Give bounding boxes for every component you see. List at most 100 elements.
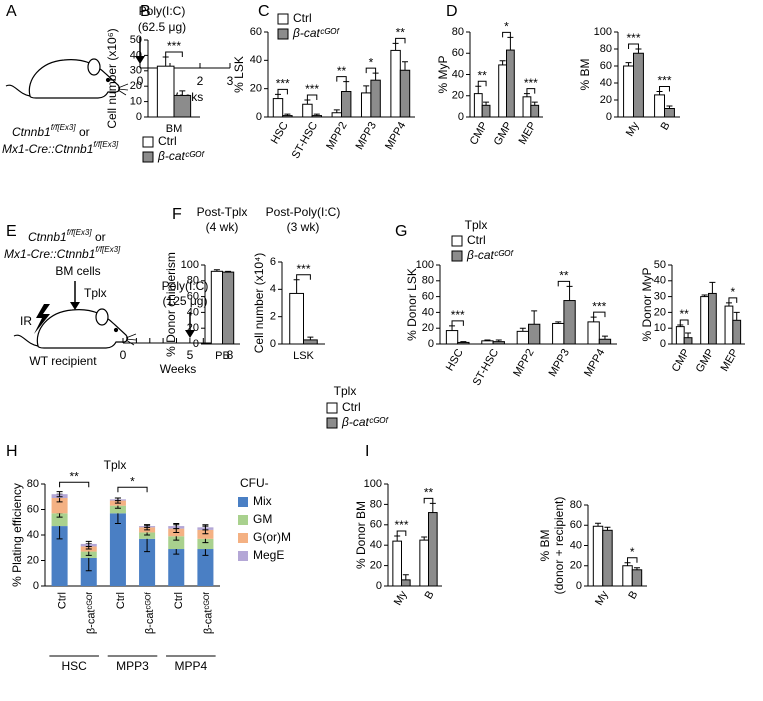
bar xyxy=(522,96,532,118)
bar-segment xyxy=(51,498,68,514)
genotype-base: Ctnnb1 xyxy=(28,230,67,244)
y-tick-label: 100 xyxy=(416,259,434,271)
y-tick-label: 30 xyxy=(130,65,142,77)
legend-swatch xyxy=(277,13,289,25)
significance-bracket xyxy=(679,319,689,326)
bar-segment xyxy=(51,526,68,586)
legend-label: MegE xyxy=(253,548,284,562)
x-tick-label: β-catᶜᴳᴼᶠ xyxy=(202,592,214,635)
y-tick-label: 80 xyxy=(370,498,382,510)
legend-label: Ctrl xyxy=(467,233,486,247)
panel-letter: G xyxy=(395,223,407,240)
bar xyxy=(622,565,633,587)
y-tick-label: 80 xyxy=(422,275,434,287)
y-axis-label: % Plating efficiency xyxy=(10,483,24,587)
bar xyxy=(724,305,734,345)
error-bar xyxy=(701,294,708,297)
x-tick-label: CMP xyxy=(468,120,491,147)
y-tick-label: 20 xyxy=(130,80,142,92)
significance-bracket xyxy=(117,486,148,493)
timeline xyxy=(139,63,231,69)
bar xyxy=(498,64,508,118)
y-tick-label: 6 xyxy=(270,256,276,268)
bar xyxy=(528,323,541,345)
y-tick-label: 20 xyxy=(250,83,262,95)
bar xyxy=(302,103,313,118)
y-axis-label: % Donor LSK xyxy=(405,268,419,341)
y-tick-label: 10 xyxy=(130,96,142,108)
y-tick-label: 0 xyxy=(256,111,262,123)
y-tick-label: 20 xyxy=(570,560,582,572)
significance-bracket xyxy=(165,51,183,57)
error-bar xyxy=(531,101,538,106)
treatment-dose: (62.5 μg) xyxy=(138,20,186,34)
genotype-base: Ctnnb1 xyxy=(12,125,51,139)
error-bar xyxy=(733,311,740,321)
error-bar xyxy=(202,524,209,531)
bar xyxy=(492,341,505,345)
panel-letter: C xyxy=(258,3,270,20)
error-bar xyxy=(519,327,526,332)
y-axis-label: % LSK xyxy=(232,56,246,93)
timeline-label: 2 xyxy=(197,74,204,88)
y-tick-label: 50 xyxy=(654,259,666,271)
genotype-sup: f/f[Ex3] xyxy=(51,123,77,132)
significance-label: *** xyxy=(394,518,408,532)
significance-bracket xyxy=(557,280,571,287)
bar-segment xyxy=(168,536,185,550)
error-bar xyxy=(460,341,467,343)
chart-title: Post-Tplx xyxy=(197,205,248,219)
arrow-head xyxy=(185,330,195,338)
lightning xyxy=(34,304,50,334)
genotype-base: Mx1-Cre::Ctnnb1 xyxy=(4,247,95,261)
y-tick-label: 40 xyxy=(187,306,199,318)
error-bar xyxy=(162,56,169,67)
y-tick-label: 0 xyxy=(576,580,582,592)
bar xyxy=(222,271,235,345)
y-tick-label: 40 xyxy=(130,49,142,61)
x-tick-label: β-catᶜᴳᴼᶠ xyxy=(144,592,156,635)
x-tick-label: PB xyxy=(215,350,230,362)
y-tick-label: 100 xyxy=(181,259,199,271)
y-tick-label: 20 xyxy=(452,90,464,102)
y-tick-label: 60 xyxy=(27,503,39,515)
panel-letter: D xyxy=(446,3,458,20)
bar-segment xyxy=(197,529,214,539)
error-bar xyxy=(284,113,291,116)
genotype: Mx1-Cre::Ctnnb1f/f[Ex3] xyxy=(4,245,121,261)
bar-segment xyxy=(109,505,126,514)
legend-swatch xyxy=(238,515,248,525)
significance-bracket xyxy=(423,497,434,504)
x-tick-label: BM xyxy=(166,123,183,135)
significance-label: *** xyxy=(296,262,310,276)
group-label: MPP4 xyxy=(174,659,207,673)
x-tick-label: Ctrl xyxy=(115,592,127,609)
significance-bracket xyxy=(395,37,406,44)
significance-bracket xyxy=(365,67,377,74)
significance-bracket xyxy=(659,86,670,92)
y-tick-label: 40 xyxy=(370,539,382,551)
significance-label: *** xyxy=(167,39,181,53)
significance-bracket xyxy=(502,31,511,38)
bar xyxy=(311,115,323,118)
bar xyxy=(623,65,635,118)
significance-label: ** xyxy=(337,64,347,78)
error-bar xyxy=(429,502,436,513)
bar xyxy=(282,115,293,118)
mouse-eye xyxy=(105,77,111,83)
y-tick-label: 80 xyxy=(452,26,464,38)
legend-swatch xyxy=(238,551,248,561)
chart-title: (4 wk) xyxy=(206,220,239,234)
genotype-base: Mx1-Cre::Ctnnb1 xyxy=(2,142,93,156)
y-tick-label: 40 xyxy=(452,68,464,80)
bar-segment xyxy=(139,532,156,539)
bar xyxy=(481,340,494,345)
error-bar xyxy=(333,109,340,113)
bar xyxy=(272,98,284,118)
y-axis-label: % Donor chimerism xyxy=(164,252,178,357)
y-tick-label: 0 xyxy=(660,338,666,350)
bar xyxy=(664,108,675,118)
recipient: WT recipient xyxy=(29,354,97,368)
bar-segment xyxy=(197,549,214,586)
